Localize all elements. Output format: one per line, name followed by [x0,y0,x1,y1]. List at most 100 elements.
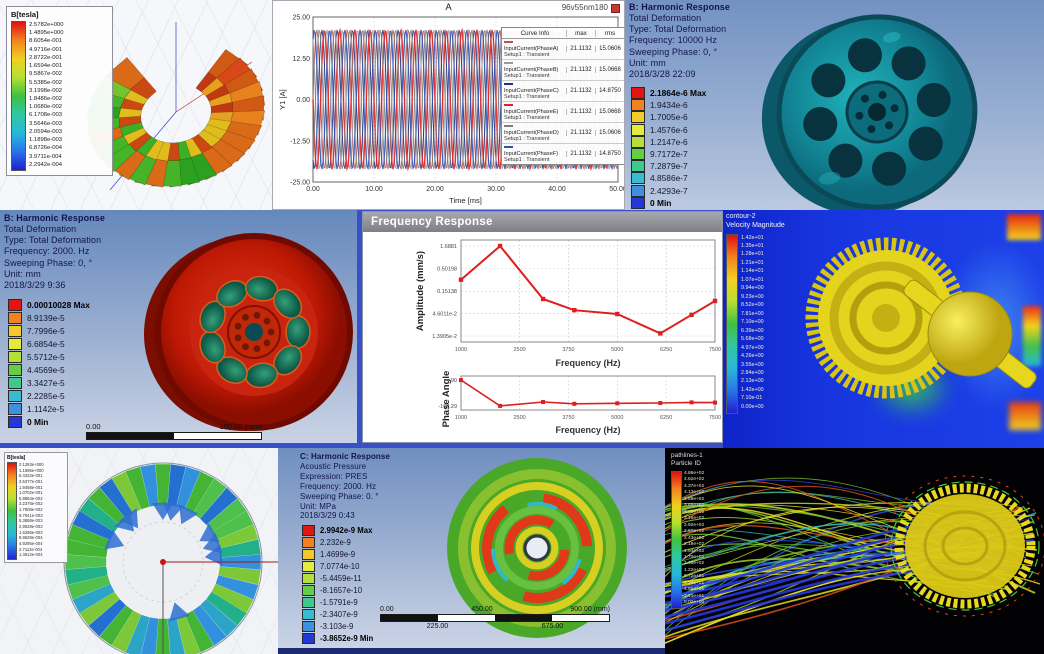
svg-text:-12.50: -12.50 [290,138,310,145]
legend-row: 9.7172e-7 [631,148,706,161]
svg-text:25.00: 25.00 [292,15,310,22]
legend-swatch [8,402,22,415]
svg-text:3750: 3750 [562,415,574,421]
legend-swatch [631,99,645,112]
impeller-graphic [805,237,1037,399]
legend-swatch [631,196,645,209]
svg-text:Y1 [A]: Y1 [A] [278,89,287,109]
legend-swatch [302,620,315,632]
velocity-legend-colorbar [726,233,738,414]
legend-swatch [302,548,315,560]
acoustic-disc-graphic [447,458,627,638]
legend-swatch [8,311,22,324]
svg-text:2500: 2500 [513,347,525,353]
svg-text:0.00: 0.00 [296,97,310,104]
legend-swatch [302,536,315,548]
svg-text:3750: 3750 [562,347,574,353]
svg-text:0.15138: 0.15138 [437,289,457,295]
svg-text:2500: 2500 [513,415,525,421]
legend-row: 1.1142e-5 [8,402,90,415]
wheel-holes [199,275,311,389]
panel-harmonic-10000: B: Harmonic Response Total Deformation Typ… [625,0,1044,210]
velocity-legend-title: contour-2 Velocity Magnitude [726,213,785,229]
legend-row: 1.9434e-6 [631,99,706,112]
svg-text:12.50: 12.50 [292,56,310,63]
chart-title: A [445,2,452,13]
svg-text:7500: 7500 [709,347,721,353]
scale-ruler: 0.00 450.00 900.00 (mm) 225.00 675.00 [380,606,610,630]
red-wheel-graphic [144,233,353,431]
analysis-header: B: Harmonic Response Total Deformation Typ… [4,213,106,290]
legend-swatch [631,111,645,124]
legend-row: 4.4569e-5 [8,363,90,376]
legend-row: 0 Min [631,196,706,209]
curve-color-sample [504,82,513,85]
legend-row: 7.2879e-7 [631,160,706,173]
svg-text:6250: 6250 [660,415,672,421]
plot-corner-icon [611,4,620,13]
legend-swatch [8,324,22,337]
svg-text:20.00: 20.00 [426,186,444,193]
svg-text:Phase Angle: Phase Angle [441,371,452,428]
legend-row: 7.7996e-5 [8,324,90,337]
pressure-legend: 2.9942e-9 Max 2.232e-9 1.4699e-9 7.0774e… [302,524,373,644]
svg-text:-160.29: -160.29 [438,404,457,410]
legend-row: 8.9139e-5 [8,311,90,324]
window-edge [0,443,357,448]
flux-legend-title: B[tesla] [7,455,26,461]
legend-swatch [631,87,645,100]
frequency-response-window: Frequency Response 1000 2500 3750 5000 6250 7… [362,211,723,443]
window-title: Frequency Response [371,216,493,228]
svg-text:50.00: 50.00 [609,186,625,193]
fringe-patch [1023,306,1041,366]
legend-swatch [302,596,315,608]
legend-swatch [302,524,315,536]
window-edge [278,648,665,654]
legend-swatch [631,172,645,185]
legend-swatch [631,160,645,173]
legend-swatch [631,184,645,197]
legend-row: 2.4293e-7 [631,184,706,197]
curve-info-table: Curve Info max rms InputCurrent(PhaseA) … [501,27,624,165]
legend-row: -8.1657e-10 [302,584,373,596]
particle-legend: pathlines-1 Particle ID 4.86e+02 4.62e+02… [671,452,704,609]
legend-swatch [8,389,22,402]
svg-text:30.00: 30.00 [487,186,505,193]
legend-swatch [8,298,22,311]
amplitude-plot: 1000 2500 3750 5000 6250 7500 1.6881 0.50198 0.1… [415,239,721,368]
flux-legend-values: 2.1263e+000 1.1695e+000 6.4322e-001 3.5377e… [19,462,44,558]
legend-row: 5.5712e-5 [8,350,90,363]
legend-row: 2.1864e-6 Max [631,87,706,100]
window-title-bar[interactable]: Frequency Response [363,212,722,232]
legend-swatch [302,632,315,644]
svg-text:1.3905e-2: 1.3905e-2 [432,334,457,340]
curve-color-sample [504,40,513,43]
analysis-header: C: Harmonic Response Acoustic Pressure Exp… [300,452,391,521]
velocity-legend: contour-2 Velocity Magnitude 1.42e+01 1.3… [726,213,785,414]
legend-row: 7.0774e-10 [302,560,373,572]
deformation-legend: 2.1864e-6 Max 1.9434e-6 1.7005e-6 1.4576… [631,87,706,209]
svg-text:6250: 6250 [660,347,672,353]
legend-swatch [8,363,22,376]
legend-row: 2.232e-9 [302,536,373,548]
legend-swatch [631,148,645,161]
chart-watermark: 96v55nm180 [561,3,608,12]
legend-row: 1.7005e-6 [631,111,706,124]
panel-frequency-response: Frequency Response 1000 2500 3750 5000 6250 7… [357,210,723,448]
panel-cfd-contour: contour-2 Velocity Magnitude 1.42e+01 1.3… [723,210,1044,448]
svg-text:5000: 5000 [611,347,623,353]
legend-swatch [8,376,22,389]
svg-text:0.00: 0.00 [306,186,320,193]
svg-text:Time [ms]: Time [ms] [449,196,482,205]
legend-row: 3.3427e-5 [8,376,90,389]
legend-row: 0 Min [8,415,90,428]
legend-swatch [302,584,315,596]
svg-text:Amplitude (mm/s): Amplitude (mm/s) [415,251,426,331]
curve-color-sample [504,103,513,106]
panel-current-chart: A 96v55nm180 -25.00 -12.50 0.00 12.50 25.00 0… [272,0,625,210]
panel-harmonic-2000: B: Harmonic Response Total Deformation Typ… [0,210,357,448]
legend-row: 1.4576e-6 [631,123,706,136]
curve-color-sample [504,61,513,64]
velocity-legend-values: 1.42e+01 1.35e+01 1.28e+01 1.21e+01 1.14e+01… [741,234,764,410]
